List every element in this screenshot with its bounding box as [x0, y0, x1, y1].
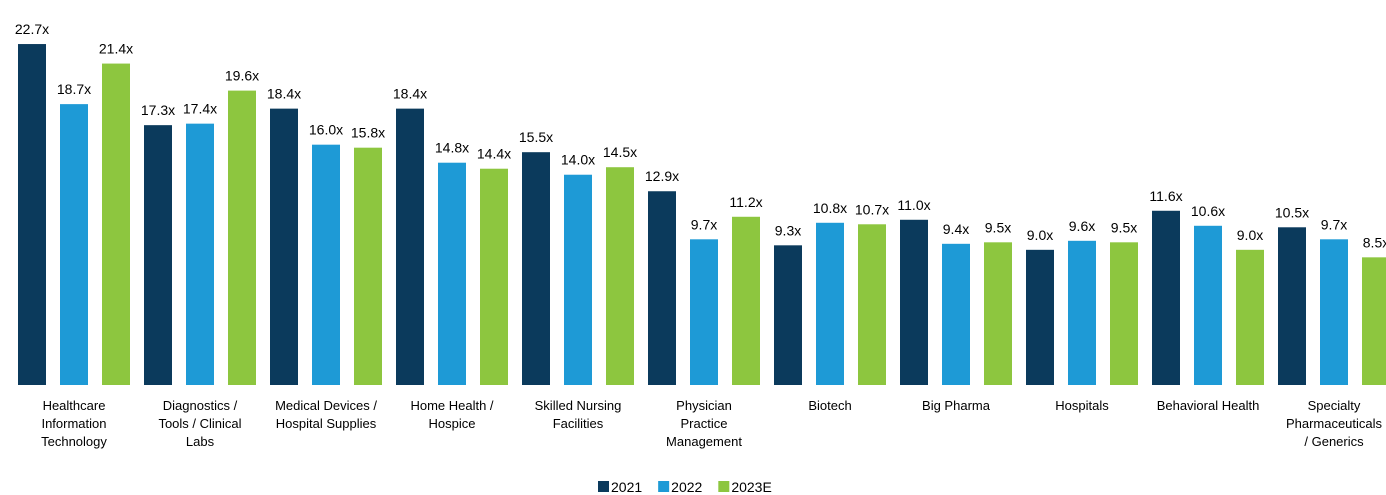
x-tick-label: Biotech [808, 398, 852, 413]
legend-label: 2022 [671, 479, 702, 495]
bar [438, 162, 466, 385]
bar [144, 125, 172, 386]
value-label: 9.4x [943, 221, 969, 237]
value-label: 14.5x [603, 144, 637, 160]
bar [1278, 227, 1306, 385]
bar [774, 245, 802, 385]
value-label: 9.0x [1237, 227, 1263, 243]
value-label: 11.6x [1149, 188, 1182, 204]
bar [1110, 242, 1138, 385]
value-label: 18.4x [267, 86, 301, 102]
bar [732, 216, 760, 385]
value-label: 11.0x [897, 197, 930, 213]
bar [18, 44, 46, 386]
x-tick-label: Big Pharma [922, 398, 990, 413]
legend-swatch [718, 481, 730, 492]
value-label: 10.8x [813, 200, 847, 216]
bar [900, 219, 928, 385]
bar [396, 108, 424, 385]
x-tick-label: Specialty Pharmaceuticals / Generics [1285, 398, 1383, 449]
value-label: 11.2x [729, 194, 762, 210]
value-label: 15.5x [519, 129, 553, 145]
value-label: 8.5x [1363, 234, 1386, 250]
bar [1362, 257, 1386, 385]
bar [690, 239, 718, 385]
value-label: 17.4x [183, 101, 217, 117]
value-label: 10.6x [1191, 203, 1225, 219]
value-label: 12.9x [645, 168, 679, 184]
value-label: 18.7x [57, 81, 91, 97]
bar [480, 168, 508, 385]
value-label: 19.6x [225, 68, 259, 84]
bar [270, 108, 298, 385]
x-tick-label: Behavioral Health [1156, 398, 1260, 413]
bar [60, 104, 88, 385]
bar [858, 224, 886, 385]
legend-swatch [658, 481, 670, 492]
legend-label: 2023E [731, 479, 771, 495]
bar [1194, 225, 1222, 385]
value-label: 14.4x [477, 146, 511, 162]
value-label: 22.7x [15, 21, 49, 37]
value-label: 9.5x [1111, 219, 1137, 235]
bar [1236, 249, 1264, 385]
bar [1068, 240, 1096, 385]
bar [522, 152, 550, 385]
x-tick-label: Skilled Nursing Facilities [534, 398, 622, 431]
bar [228, 90, 256, 385]
bar [1152, 210, 1180, 385]
bar [648, 191, 676, 385]
bar [1026, 249, 1054, 385]
bar [354, 147, 382, 385]
value-label: 17.3x [141, 102, 175, 118]
legend-swatch [598, 481, 609, 492]
bar [564, 174, 592, 385]
bar [606, 167, 634, 385]
value-label: 9.3x [775, 222, 801, 238]
value-label: 9.7x [1321, 216, 1347, 232]
x-tick-label: Hospitals [1055, 398, 1109, 413]
x-tick-label: Healthcare Information Technology [41, 398, 107, 449]
value-label: 18.4x [393, 86, 427, 102]
value-label: 10.7x [855, 201, 889, 217]
value-label: 21.4x [99, 41, 133, 57]
x-tick-label: Home Health / Hospice [410, 398, 494, 431]
value-label: 15.8x [351, 125, 385, 141]
value-label: 9.5x [985, 219, 1011, 235]
value-label: 9.7x [691, 216, 717, 232]
value-label: 14.8x [435, 140, 469, 156]
bar [312, 144, 340, 385]
x-tick-label: Physician Practice Management [666, 398, 742, 449]
bar [186, 123, 214, 385]
value-label: 16.0x [309, 122, 343, 138]
bar [984, 242, 1012, 385]
value-label: 10.5x [1275, 204, 1309, 220]
bar [816, 222, 844, 385]
legend-label: 2021 [611, 479, 642, 495]
bar [1320, 239, 1348, 385]
value-label: 9.0x [1027, 227, 1053, 243]
bar [942, 243, 970, 385]
x-tick-label: Diagnostics / Tools / Clinical Labs [158, 398, 242, 449]
value-label: 14.0x [561, 152, 595, 168]
x-tick-label: Medical Devices / Hospital Supplies [275, 398, 377, 431]
bar [102, 63, 130, 386]
value-label: 9.6x [1069, 218, 1095, 234]
